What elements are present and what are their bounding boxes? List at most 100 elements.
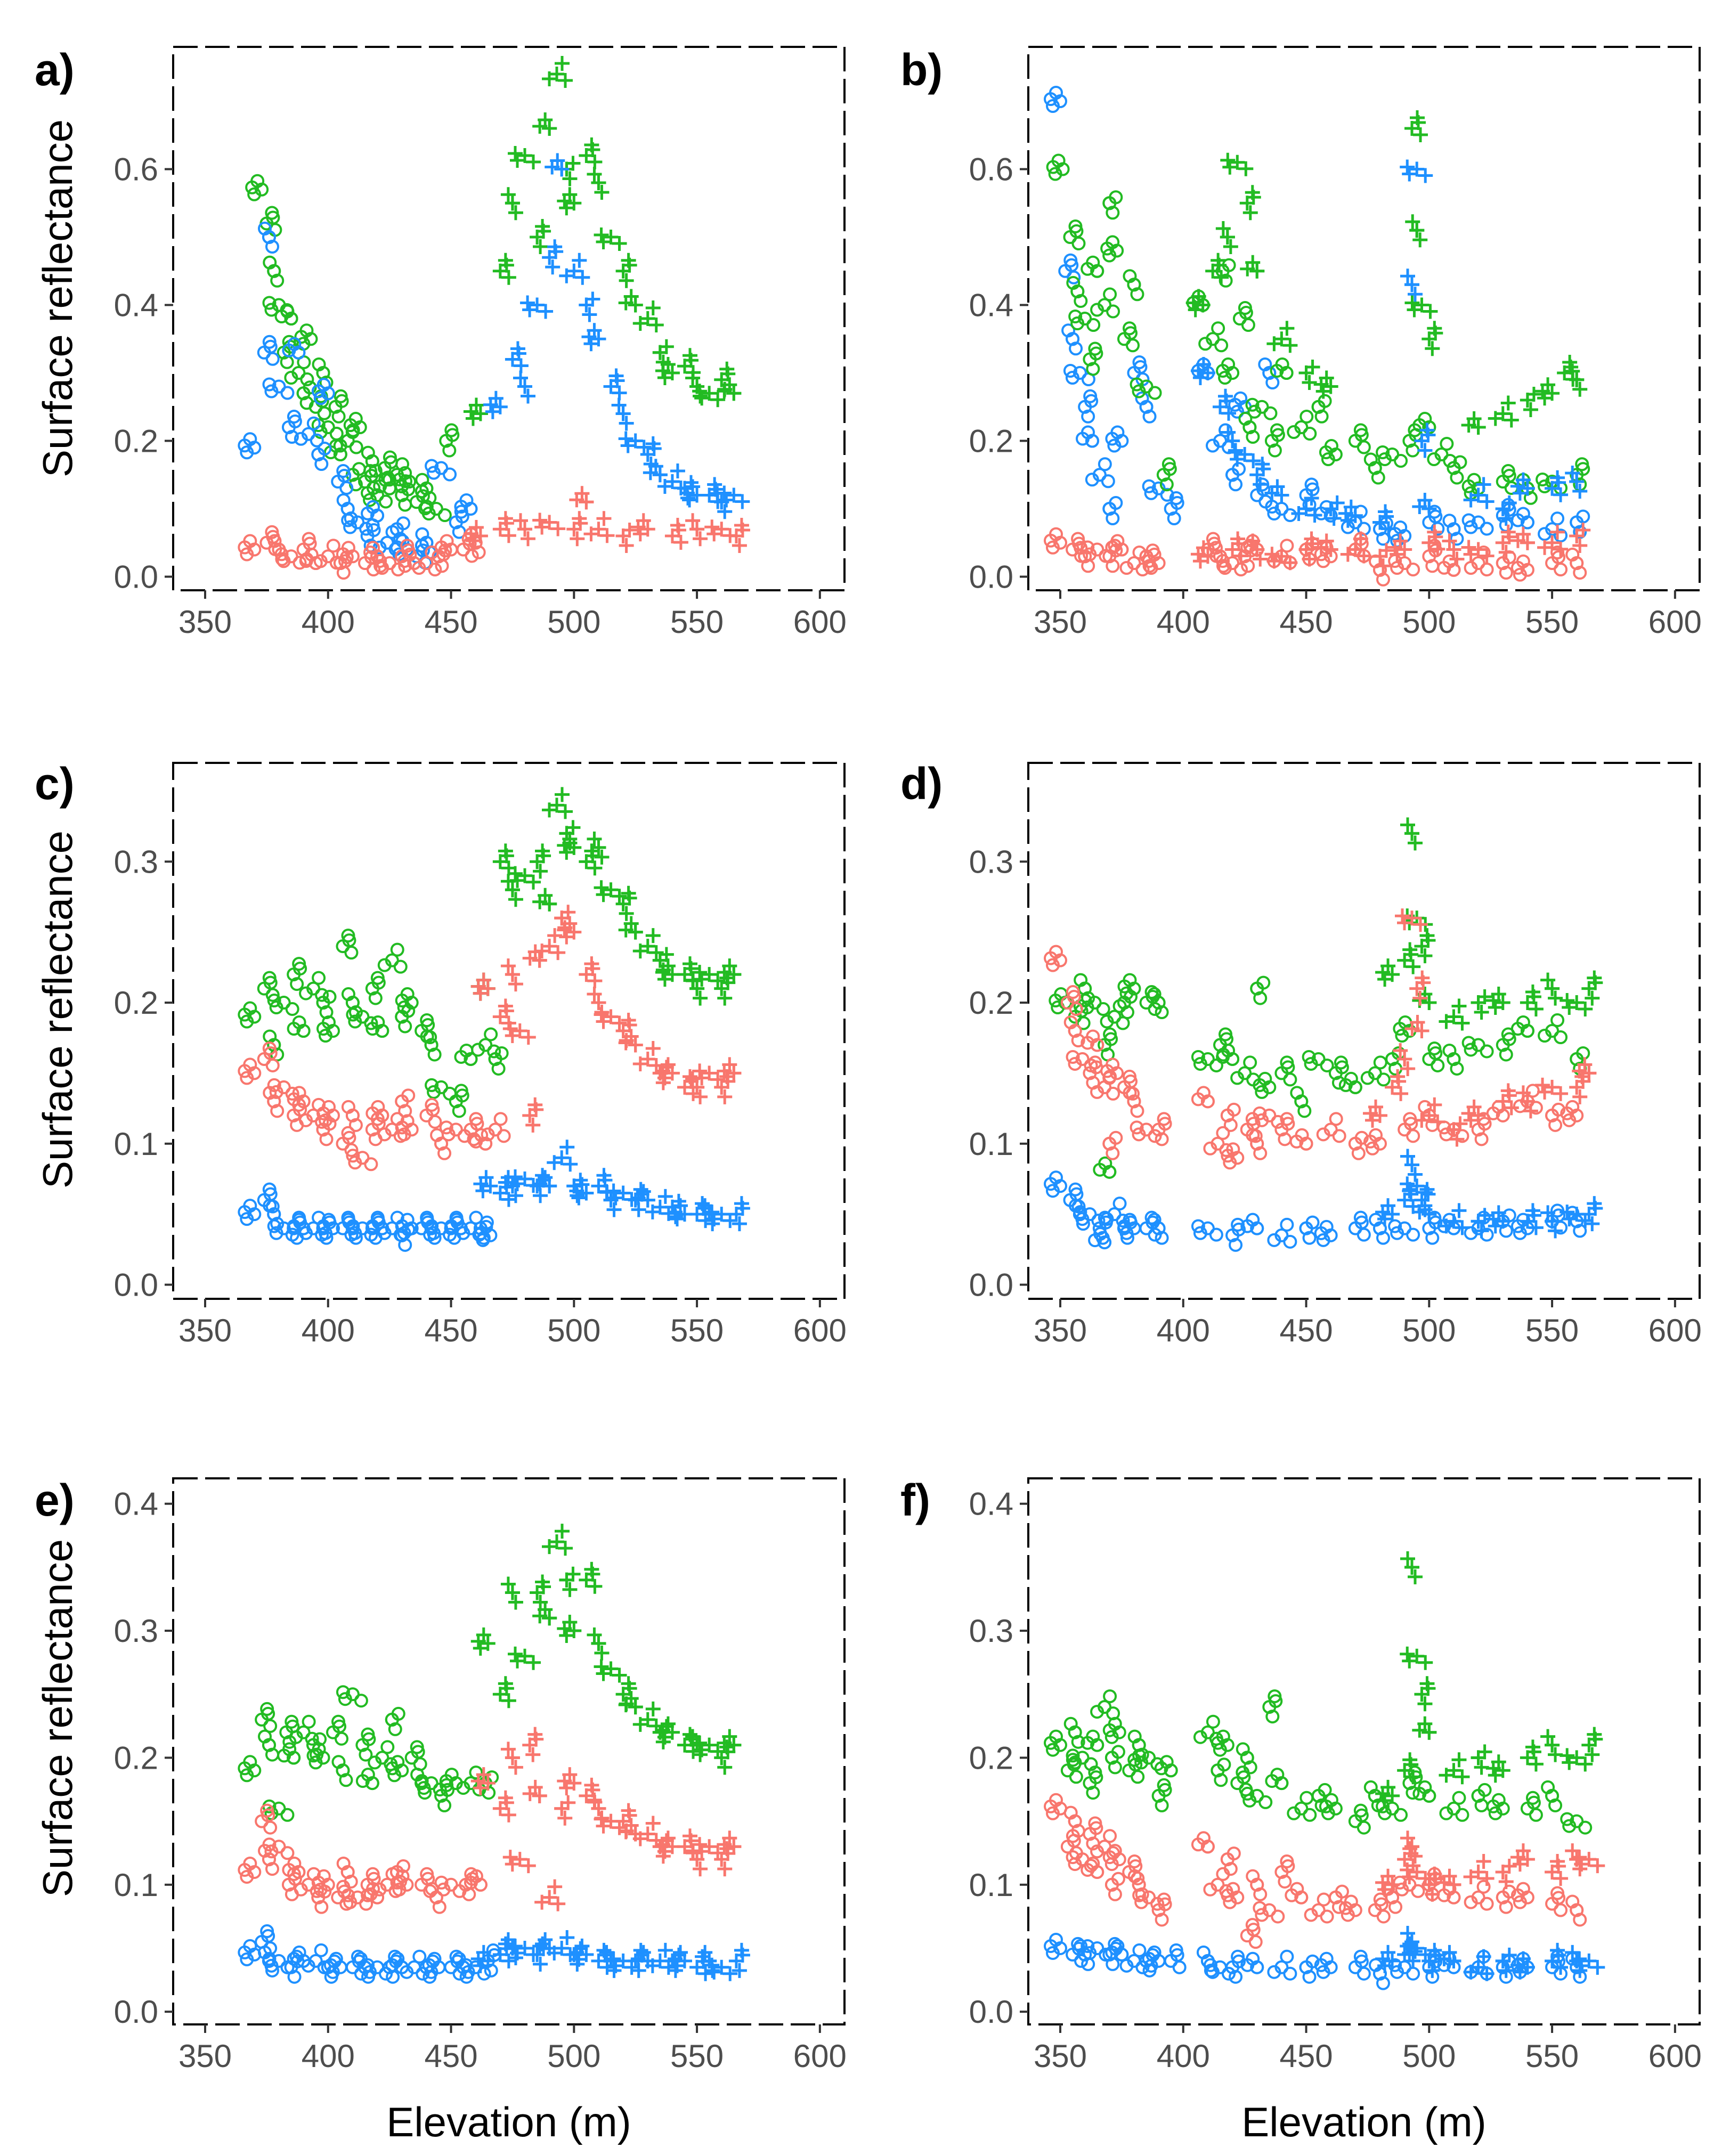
data-point [1562, 1113, 1577, 1127]
data-point [299, 554, 313, 568]
data-point [559, 268, 574, 283]
data-point [533, 239, 548, 254]
series-blue-circle [1044, 86, 1590, 548]
data-point [1498, 511, 1514, 526]
data-point [262, 377, 277, 392]
data-point [657, 1942, 673, 1958]
data-point [1303, 1808, 1317, 1822]
data-point [463, 526, 478, 541]
data-point [1439, 1768, 1454, 1783]
data-point [1416, 975, 1431, 990]
data-point [1203, 1141, 1217, 1156]
data-point [1283, 1072, 1297, 1087]
data-point [505, 1750, 520, 1766]
data-point [1061, 323, 1076, 338]
data-point [1569, 372, 1585, 387]
data-point [1071, 237, 1086, 250]
data-point [569, 1183, 584, 1199]
data-point [361, 486, 375, 500]
data-point [632, 316, 648, 331]
data-point [445, 428, 460, 442]
data-point [547, 1879, 563, 1894]
series-green-circle [1044, 1689, 1593, 1835]
data-point [1323, 501, 1338, 516]
data-point [293, 556, 307, 570]
data-point [395, 488, 409, 502]
data-point [1112, 1197, 1127, 1211]
data-point [427, 466, 441, 480]
data-point [521, 531, 535, 547]
data-point [645, 1701, 661, 1716]
data-point [1081, 1939, 1095, 1953]
data-point [1446, 1877, 1461, 1892]
data-point [1375, 1951, 1391, 1966]
data-point [1100, 1212, 1114, 1226]
data-point [473, 1958, 488, 1973]
series-green-plus [1375, 1551, 1603, 1808]
data-point [1447, 461, 1461, 475]
data-point [1537, 540, 1553, 555]
data-point [1268, 443, 1282, 458]
data-point [1264, 485, 1280, 501]
data-point [1304, 1056, 1318, 1071]
x-tick-label: 400 [302, 2038, 355, 2074]
data-point [499, 1003, 514, 1019]
data-point [1104, 1751, 1119, 1765]
data-point [557, 1810, 573, 1826]
data-point [587, 1792, 602, 1808]
data-point [336, 1685, 350, 1699]
data-point [395, 479, 409, 493]
data-point [313, 1882, 328, 1897]
data-point [1363, 1134, 1377, 1149]
data-point [1239, 306, 1253, 320]
data-point [287, 1219, 301, 1233]
data-point [263, 339, 278, 354]
data-point [336, 493, 351, 507]
data-point [628, 924, 643, 940]
data-point [1397, 915, 1412, 931]
data-point [373, 554, 387, 568]
data-point [269, 1000, 283, 1015]
data-point [1124, 326, 1138, 340]
data-point [240, 1869, 254, 1884]
data-point [640, 1826, 655, 1842]
data-point [312, 357, 326, 371]
data-point [630, 519, 646, 535]
data-point [467, 1132, 481, 1146]
data-point [1413, 127, 1428, 142]
data-point [645, 1958, 660, 1973]
data-point [424, 1965, 438, 1979]
y-tick-label: 0.2 [969, 424, 1013, 459]
data-point [463, 404, 478, 419]
data-point [1402, 1945, 1417, 1960]
data-point [645, 1204, 660, 1219]
data-point [1046, 1946, 1060, 1960]
data-point [1163, 462, 1177, 476]
data-point [1486, 1799, 1500, 1813]
data-point [1553, 1086, 1569, 1101]
data-point [554, 1801, 570, 1816]
data-point [1223, 1895, 1237, 1909]
data-point [1216, 1049, 1230, 1064]
data-point [345, 425, 360, 439]
data-point [1313, 540, 1329, 555]
data-point [1417, 948, 1433, 964]
data-point [397, 1127, 411, 1142]
data-point [525, 1747, 541, 1762]
data-point [620, 438, 636, 453]
data-point [1560, 1106, 1574, 1120]
data-point [1504, 412, 1519, 428]
data-point [657, 479, 672, 494]
data-point [1471, 1214, 1486, 1229]
y-tick-label: 0.1 [969, 1867, 1013, 1903]
data-point [1412, 1786, 1427, 1801]
data-point [717, 1861, 733, 1877]
data-point [426, 1102, 440, 1117]
data-point [1321, 1806, 1335, 1820]
data-point [1271, 1909, 1285, 1924]
data-point [1170, 496, 1184, 510]
data-point [1545, 386, 1560, 401]
data-point [1385, 1207, 1400, 1222]
data-point [670, 1211, 685, 1227]
x-tick-label: 450 [424, 604, 477, 640]
